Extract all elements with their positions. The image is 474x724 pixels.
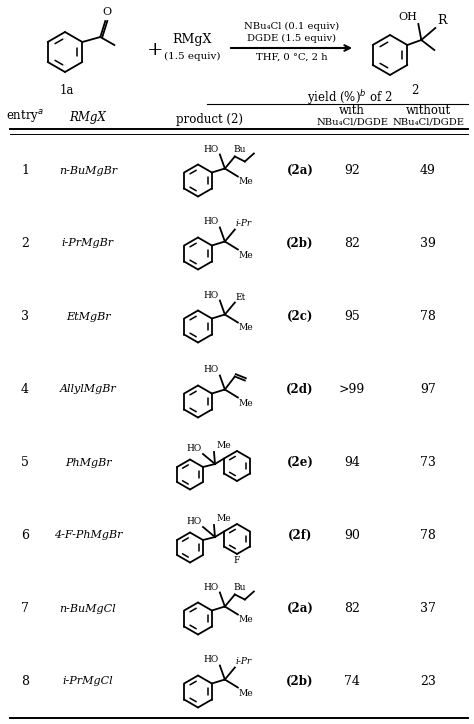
Text: 4: 4 xyxy=(21,383,29,396)
Text: 3: 3 xyxy=(21,310,29,323)
Text: PhMgBr: PhMgBr xyxy=(64,458,111,468)
Text: yield (%)$^b$ of 2: yield (%)$^b$ of 2 xyxy=(307,88,393,107)
Text: Me: Me xyxy=(239,398,254,408)
Text: 78: 78 xyxy=(420,529,436,542)
Text: i-Pr: i-Pr xyxy=(236,657,252,667)
Text: >99: >99 xyxy=(339,383,365,396)
Text: Me: Me xyxy=(217,441,232,450)
Text: Me: Me xyxy=(239,689,254,697)
Text: 7: 7 xyxy=(21,602,29,615)
Text: 37: 37 xyxy=(420,602,436,615)
Text: Me: Me xyxy=(239,251,254,259)
Text: 1: 1 xyxy=(21,164,29,177)
Text: HO: HO xyxy=(204,583,219,592)
Text: 49: 49 xyxy=(420,164,436,177)
Text: i-PrMgBr: i-PrMgBr xyxy=(62,238,114,248)
Text: 82: 82 xyxy=(344,602,360,615)
Text: DGDE (1.5 equiv): DGDE (1.5 equiv) xyxy=(247,33,337,43)
Text: 95: 95 xyxy=(344,310,360,323)
Text: 78: 78 xyxy=(420,310,436,323)
Text: Et: Et xyxy=(236,292,246,301)
Text: +: + xyxy=(147,41,163,59)
Text: HO: HO xyxy=(204,655,219,665)
Text: (2c): (2c) xyxy=(287,310,313,323)
Text: i-PrMgCl: i-PrMgCl xyxy=(63,676,113,686)
Text: Bu: Bu xyxy=(234,146,246,154)
Text: (2a): (2a) xyxy=(287,602,313,615)
Text: RMgX: RMgX xyxy=(173,33,212,46)
Text: product (2): product (2) xyxy=(176,112,244,125)
Text: (2e): (2e) xyxy=(287,456,313,469)
Text: 6: 6 xyxy=(21,529,29,542)
Text: Bu: Bu xyxy=(234,584,246,592)
Text: 82: 82 xyxy=(344,237,360,250)
Text: RMgX: RMgX xyxy=(70,111,106,124)
Text: (2b): (2b) xyxy=(286,675,314,688)
Text: AllylMgBr: AllylMgBr xyxy=(60,384,117,395)
Text: 92: 92 xyxy=(344,164,360,177)
Text: F: F xyxy=(234,556,240,565)
Text: HO: HO xyxy=(204,366,219,374)
Text: (2d): (2d) xyxy=(286,383,314,396)
Text: entry$^a$: entry$^a$ xyxy=(6,109,44,125)
Text: Me: Me xyxy=(239,615,254,625)
Text: HO: HO xyxy=(187,444,202,453)
Text: HO: HO xyxy=(204,217,219,227)
Text: (2b): (2b) xyxy=(286,237,314,250)
Text: 74: 74 xyxy=(344,675,360,688)
Text: with: with xyxy=(339,104,365,117)
Text: HO: HO xyxy=(204,145,219,153)
Text: without: without xyxy=(405,104,451,117)
Text: R: R xyxy=(438,14,447,27)
Text: NBu₄Cl/DGDE: NBu₄Cl/DGDE xyxy=(316,117,388,127)
Text: 2: 2 xyxy=(411,83,419,96)
Text: HO: HO xyxy=(187,517,202,526)
Text: 97: 97 xyxy=(420,383,436,396)
Text: (1.5 equiv): (1.5 equiv) xyxy=(164,51,220,61)
Text: i-Pr: i-Pr xyxy=(236,219,252,229)
Text: THF, 0 °C, 2 h: THF, 0 °C, 2 h xyxy=(256,53,328,62)
Text: 4-F-PhMgBr: 4-F-PhMgBr xyxy=(54,531,122,541)
Text: 90: 90 xyxy=(344,529,360,542)
Text: 23: 23 xyxy=(420,675,436,688)
Text: 8: 8 xyxy=(21,675,29,688)
Text: 73: 73 xyxy=(420,456,436,469)
Text: 1a: 1a xyxy=(60,83,74,96)
Text: OH: OH xyxy=(399,12,417,22)
Text: EtMgBr: EtMgBr xyxy=(66,311,110,321)
Text: Me: Me xyxy=(239,177,254,187)
Text: HO: HO xyxy=(204,290,219,300)
Text: Me: Me xyxy=(217,514,232,523)
Text: 94: 94 xyxy=(344,456,360,469)
Text: 2: 2 xyxy=(21,237,29,250)
Text: O: O xyxy=(103,7,112,17)
Text: n-BuMgBr: n-BuMgBr xyxy=(59,166,117,175)
Text: (2f): (2f) xyxy=(288,529,312,542)
Text: NBu₄Cl (0.1 equiv): NBu₄Cl (0.1 equiv) xyxy=(245,22,340,30)
Text: Me: Me xyxy=(239,324,254,332)
Text: NBu₄Cl/DGDE: NBu₄Cl/DGDE xyxy=(392,117,464,127)
Text: 39: 39 xyxy=(420,237,436,250)
Text: n-BuMgCl: n-BuMgCl xyxy=(60,604,116,613)
Text: (2a): (2a) xyxy=(287,164,313,177)
Text: 5: 5 xyxy=(21,456,29,469)
